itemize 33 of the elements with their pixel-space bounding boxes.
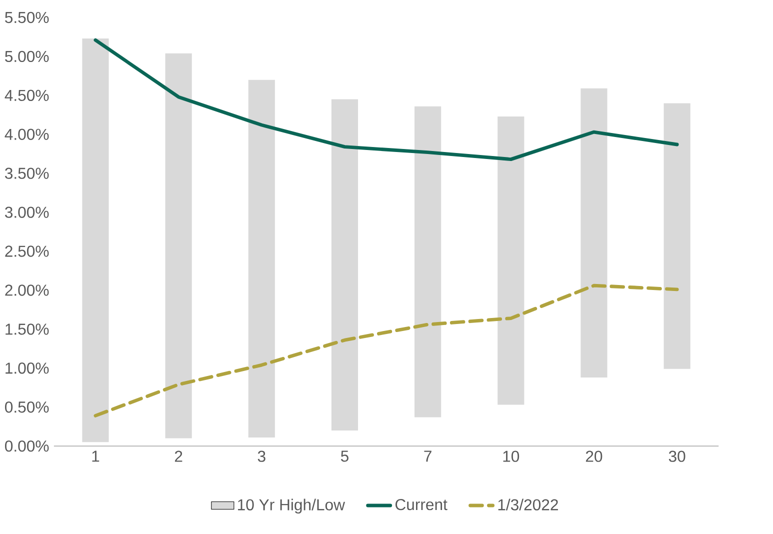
y-tick-label: 1.00% [6, 362, 49, 374]
y-tick-label: 5.00% [5, 50, 49, 62]
bar [414, 106, 442, 418]
x-tick-label: 1 [92, 450, 100, 462]
y-tick-label: 2.00% [5, 284, 49, 296]
bar [580, 88, 608, 378]
y-tick-label: 3.00% [5, 206, 49, 218]
x-tick-label: 20 [586, 450, 602, 462]
bar [664, 103, 690, 369]
bar [248, 80, 275, 438]
y-tick-label: 3.50% [5, 168, 49, 179]
line-series [94, 38, 679, 161]
y-tick-label: 4.00% [4, 128, 49, 140]
x-tick-label: 2 [174, 450, 182, 462]
x-tick-label: 10 [503, 450, 520, 462]
y-tick-label: 5.50% [5, 12, 49, 24]
bar [331, 99, 358, 430]
y-tick-label: 4.50% [4, 90, 49, 101]
bar [82, 38, 109, 442]
y-tick-label: 0.50% [5, 401, 49, 413]
x-tick-label: 7 [424, 450, 432, 462]
legend-label: Current [396, 498, 448, 510]
y-tick-label: 1.50% [6, 324, 49, 335]
legend-label: 1/3/2022 [498, 498, 558, 510]
x-tick-label: 30 [668, 450, 686, 462]
y-tick-label: 2.50% [5, 246, 49, 257]
y-tick-label: 0.00% [5, 440, 49, 452]
x-tick-label: 3 [258, 450, 266, 462]
bar [498, 116, 524, 405]
line-series [94, 284, 679, 418]
legend-label: 10 Yr High/Low [238, 498, 346, 514]
x-tick-label: 5 [340, 450, 348, 462]
bar [165, 53, 192, 438]
